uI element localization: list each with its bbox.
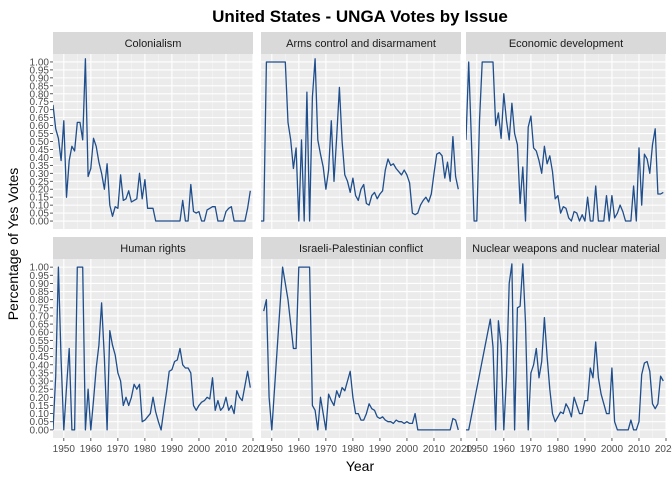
facet-colonialism: Colonialism0.000.050.100.150.200.250.300… (30, 32, 254, 229)
series-line-human-rights (53, 266, 251, 431)
x-tick-label: 2000 (601, 444, 624, 455)
y-tick-label: 0.50 (30, 344, 50, 355)
y-tick-label: 0.55 (30, 336, 50, 347)
y-tick-label: 0.00 (30, 425, 50, 436)
facet-nuclear-weapons-and-nuclear-material: Nuclear weapons and nuclear material 1950… (466, 237, 672, 455)
x-tick-label: 2020 (450, 444, 473, 455)
facet-strip-label: Colonialism (125, 38, 182, 50)
facet-strip-label: Israeli-Palestinian conflict (299, 243, 423, 255)
y-tick-label: 0.55 (30, 129, 50, 140)
y-tick-label: 0.30 (30, 169, 50, 180)
y-tick-label: 0.90 (30, 279, 50, 290)
y-tick-label: 0.35 (30, 368, 50, 379)
facet-strip (53, 237, 253, 259)
y-tick-label: 0.15 (30, 401, 50, 412)
y-tick-label: 0.95 (30, 65, 50, 76)
x-tick-label: 1990 (574, 444, 597, 455)
y-tick-label: 0.90 (30, 73, 50, 84)
y-tick-label: 0.15 (30, 193, 50, 204)
y-tick-label: 0.50 (30, 137, 50, 148)
series-line-colonialism (53, 58, 251, 222)
x-tick-label: 2020 (655, 444, 672, 455)
x-tick-label: 1980 (342, 444, 365, 455)
facet-strip-label: Arms control and disarmament (286, 38, 436, 50)
y-tick-label: 0.75 (30, 303, 50, 314)
facet-economic-development: Economic development (466, 32, 667, 229)
y-tick-label: 0.70 (30, 311, 50, 322)
y-tick-label: 1.00 (30, 263, 50, 274)
y-tick-label: 0.10 (30, 409, 50, 420)
y-tick-label: 0.20 (30, 185, 50, 196)
series-line-economic-development (466, 61, 664, 222)
series-line-nuclear-weapons-and-nuclear-material (466, 263, 664, 431)
facet-strip (261, 32, 461, 54)
y-tick-label: 0.40 (30, 360, 50, 371)
y-tick-label: 0.65 (30, 113, 50, 124)
facet-strip (53, 32, 253, 54)
x-tick-label: 1960 (288, 444, 311, 455)
x-tick-label: 2000 (188, 444, 211, 455)
y-tick-label: 0.60 (30, 121, 50, 132)
x-tick-label: 1980 (134, 444, 157, 455)
y-tick-label: 1.00 (30, 57, 50, 68)
facet-strip (466, 237, 666, 259)
y-tick-label: 0.65 (30, 320, 50, 331)
y-tick-label: 0.75 (30, 97, 50, 108)
y-tick-label: 0.10 (30, 201, 50, 212)
x-tick-label: 1970 (315, 444, 338, 455)
series-line-arms-control-and-disarmament (261, 58, 459, 222)
y-tick-label: 0.05 (30, 417, 50, 428)
y-tick-label: 0.35 (30, 161, 50, 172)
y-tick-label: 0.25 (30, 177, 50, 188)
y-tick-label: 0.70 (30, 105, 50, 116)
y-axis-title: Percentage of Yes Votes (5, 168, 21, 321)
x-tick-label: 2000 (396, 444, 419, 455)
y-tick-label: 0.40 (30, 153, 50, 164)
x-tick-label: 1960 (493, 444, 516, 455)
facet-strip (261, 237, 461, 259)
x-tick-label: 1970 (107, 444, 130, 455)
y-tick-label: 0.85 (30, 287, 50, 298)
x-tick-label: 1980 (547, 444, 570, 455)
series-line-israeli-palestinian-conflict (263, 266, 459, 431)
x-tick-label: 1990 (161, 444, 184, 455)
x-tick-label: 1950 (261, 444, 284, 455)
y-tick-label: 0.45 (30, 352, 50, 363)
y-tick-label: 0.60 (30, 328, 50, 339)
x-axis-title: Year (346, 458, 375, 474)
x-tick-label: 1950 (53, 444, 76, 455)
y-tick-label: 0.95 (30, 271, 50, 282)
facet-strip-label: Human rights (120, 243, 186, 255)
facet-arms-control-and-disarmament: Arms control and disarmament (261, 32, 462, 229)
x-tick-label: 2010 (423, 444, 446, 455)
facet-grid: Colonialism0.000.050.100.150.200.250.300… (30, 32, 672, 455)
y-tick-label: 0.05 (30, 209, 50, 220)
x-tick-label: 1950 (466, 444, 489, 455)
facet-strip-label: Nuclear weapons and nuclear material (472, 243, 660, 255)
chart-title: United States - UNGA Votes by Issue (212, 7, 508, 26)
y-tick-label: 0.30 (30, 377, 50, 388)
x-tick-label: 2010 (215, 444, 238, 455)
y-tick-label: 0.80 (30, 295, 50, 306)
y-tick-label: 0.80 (30, 89, 50, 100)
x-tick-label: 2010 (628, 444, 651, 455)
facet-strip (466, 32, 666, 54)
y-tick-label: 0.20 (30, 393, 50, 404)
x-tick-label: 1960 (80, 444, 103, 455)
y-tick-label: 0.85 (30, 81, 50, 92)
y-tick-label: 0.25 (30, 385, 50, 396)
x-tick-label: 1970 (520, 444, 543, 455)
x-tick-label: 2020 (242, 444, 265, 455)
y-tick-label: 0.00 (30, 217, 50, 228)
facet-human-rights: Human rights 0.000.050.100.150.200.250.30… (30, 237, 265, 455)
facet-israeli-palestinian-conflict: Israeli-Palestinian conflict 1950 1960 1970… (261, 237, 473, 455)
facet-strip-label: Economic development (509, 38, 623, 50)
x-tick-label: 1990 (369, 444, 392, 455)
y-tick-label: 0.45 (30, 145, 50, 156)
